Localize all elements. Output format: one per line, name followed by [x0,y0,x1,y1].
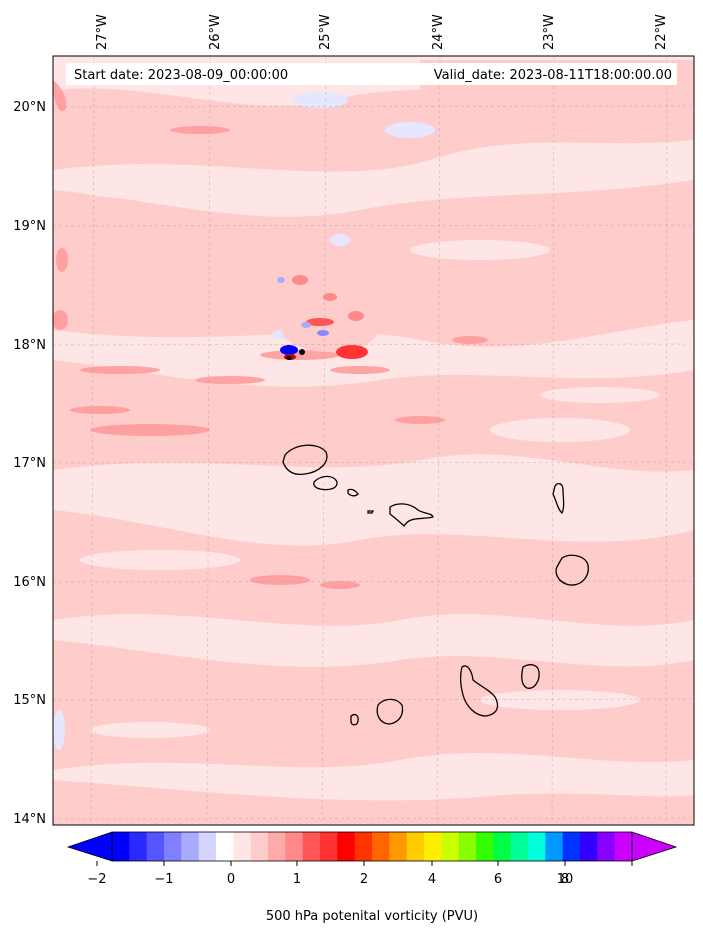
longitude-labels: 27°W 26°W 25°W 24°W 23°W 22°W [95,14,669,50]
island-sal [552,483,565,515]
colorbar-ticks [96,861,633,866]
colorbar-segment [216,832,234,861]
colorbar-tick-label: 1 [293,872,301,887]
colorbar-segment [458,832,477,861]
island-sao-vicente [313,475,338,491]
colorbar-segment [614,832,633,861]
colorbar-tick-label: 8 [561,872,569,887]
colorbar-segment [406,832,425,861]
colorbar-tick-label: −1 [154,872,173,887]
colorbar-segment [580,832,598,861]
island-santo-antao [282,444,328,476]
colorbar-segment [545,832,564,861]
colorbar-tick-label: 2 [360,872,368,887]
island-coastlines [282,444,589,726]
lat-label-19n: 19°N [13,219,46,234]
lon-label-23w: 23°W [542,14,557,50]
annotation-box [66,63,677,85]
colorbar-segment [337,832,356,861]
colorbar-segment [441,832,460,861]
map-frame [52,55,695,826]
colorbar-segment [493,832,512,861]
colorbar-segment [129,832,148,861]
island-boa-vista [555,554,589,586]
colorbar-segment [476,832,494,861]
colorbar-tick-label: 10 [557,872,574,887]
negative-vorticity-areas [53,92,435,750]
colorbar-segment [146,832,165,861]
lon-label-27w: 27°W [95,14,110,50]
colorbar-frame [111,831,633,862]
colorbar: −2 −1 0 1 2 4 6 8 10 14 500 hPa potenita… [66,831,678,924]
island-maio [521,664,540,689]
colorbar-tick-label: 6 [494,872,502,887]
lon-label-25w: 25°W [318,14,333,50]
vortex-core [277,275,378,360]
island-sao-nicolau [389,503,434,528]
lat-label-18n: 18°N [13,338,46,353]
colorbar-under-triangle [66,831,113,862]
lon-label-26w: 26°W [208,14,223,50]
island-santiago [459,665,499,717]
vorticity-field: Start date: 2023-08-09_00:00:00 Valid_da… [53,56,694,825]
colorbar-over-triangle [631,831,678,862]
colorbar-segment [181,832,200,861]
start-date-label: Start date: 2023-08-09_00:00:00 [74,68,288,83]
colorbar-segment [562,832,581,861]
lat-label-17n: 17°N [13,456,46,471]
colorbar-segment [285,832,304,861]
colorbar-segment [250,832,269,861]
island-santa-luzia [347,488,359,497]
valid-date-label: Valid_date: 2023-08-11T18:00:00.00 [434,68,672,83]
colorbar-segment [510,832,529,861]
light-contour-areas [80,182,660,738]
colorbar-segment [198,832,217,861]
colorbar-segment [268,832,286,861]
colorbar-segment [302,832,321,861]
colorbar-segment [372,832,390,861]
colorbar-segment [320,832,338,861]
lat-label-15n: 15°N [13,693,46,708]
colorbar-segment [528,832,546,861]
colorbar-segment [597,832,616,861]
colorbar-tick-label: 0 [227,872,235,887]
colorbar-tick-label: −2 [87,872,106,887]
island-brava [350,714,359,726]
colorbar-segment [389,832,408,861]
lat-label-20n: 20°N [13,100,46,115]
lat-label-14n: 14°N [13,812,46,827]
colorbar-tick-label: 4 [428,872,436,887]
lon-label-22w: 22°W [654,14,669,50]
colorbar-segment [112,832,130,861]
colorbar-segment [164,832,182,861]
island-fogo [376,698,404,725]
lat-label-16n: 16°N [13,575,46,590]
colorbar-segments [112,832,633,861]
gridlines [53,56,694,825]
lon-label-24w: 24°W [431,14,446,50]
colorbar-label: 500 hPa potenital vorticity (PVU) [266,909,478,924]
latitude-labels: 20°N 19°N 18°N 17°N 16°N 15°N 14°N [13,100,46,827]
salmon-contour-areas [53,80,488,589]
colorbar-segment [354,832,373,861]
island-branco [367,510,375,514]
colorbar-segment [233,832,252,861]
colorbar-segment [424,832,442,861]
